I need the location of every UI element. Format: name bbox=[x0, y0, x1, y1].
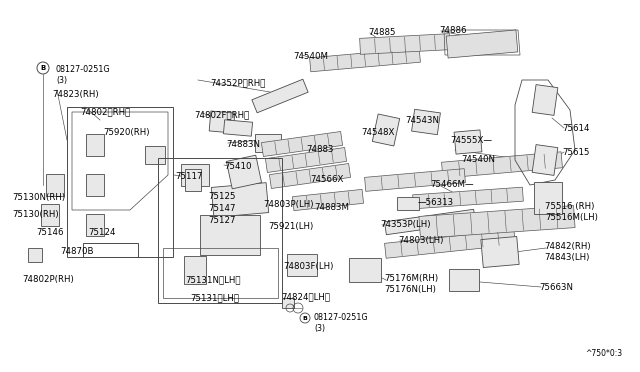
Text: 75130(RH): 75130(RH) bbox=[12, 210, 59, 219]
Bar bbox=[454, 130, 482, 154]
Bar bbox=[442, 152, 563, 178]
Bar bbox=[419, 206, 575, 238]
Bar bbox=[385, 230, 515, 258]
Bar bbox=[41, 204, 59, 226]
Bar bbox=[481, 237, 519, 267]
Bar bbox=[282, 298, 294, 308]
Text: 74353P(LH): 74353P(LH) bbox=[380, 220, 431, 229]
Text: 75146: 75146 bbox=[36, 228, 63, 237]
Text: 75663N: 75663N bbox=[539, 283, 573, 292]
Bar bbox=[255, 134, 281, 152]
Bar bbox=[360, 33, 451, 54]
Bar bbox=[534, 182, 562, 214]
Text: 74803(LH): 74803(LH) bbox=[398, 236, 444, 245]
Bar bbox=[184, 256, 206, 284]
Text: B: B bbox=[303, 315, 307, 321]
Text: 74885: 74885 bbox=[368, 28, 396, 37]
Text: 75921(LH): 75921(LH) bbox=[268, 222, 313, 231]
Bar bbox=[86, 134, 104, 156]
Text: 74540M: 74540M bbox=[293, 52, 328, 61]
Text: 74870B: 74870B bbox=[60, 247, 93, 256]
Bar bbox=[292, 189, 364, 211]
Bar bbox=[397, 196, 419, 209]
Text: 75614: 75614 bbox=[562, 124, 589, 133]
Bar bbox=[266, 148, 347, 173]
Text: 08127-0251G
(3): 08127-0251G (3) bbox=[56, 65, 111, 85]
Bar bbox=[287, 254, 317, 276]
Text: 74548X: 74548X bbox=[361, 128, 394, 137]
Text: 75125: 75125 bbox=[208, 192, 236, 201]
Bar bbox=[365, 169, 465, 191]
Text: 74802F〈RH〉: 74802F〈RH〉 bbox=[194, 110, 249, 119]
Bar bbox=[372, 114, 399, 146]
Text: 74802P(RH): 74802P(RH) bbox=[22, 275, 74, 284]
Text: 74543N: 74543N bbox=[405, 116, 439, 125]
Text: 74883: 74883 bbox=[306, 145, 333, 154]
Text: 74842(RH)
74843(LH): 74842(RH) 74843(LH) bbox=[544, 242, 591, 262]
Bar bbox=[349, 258, 381, 282]
Text: 74540N: 74540N bbox=[461, 155, 495, 164]
Text: 74886: 74886 bbox=[439, 26, 467, 35]
Text: 74802〈RH〉: 74802〈RH〉 bbox=[80, 107, 131, 116]
Text: 74883N: 74883N bbox=[226, 140, 260, 149]
Text: 75131N〈LH〉: 75131N〈LH〉 bbox=[185, 275, 241, 284]
Text: 08127-0251G
(3): 08127-0251G (3) bbox=[314, 313, 369, 333]
Text: 74824〈LH〉: 74824〈LH〉 bbox=[281, 292, 330, 301]
Text: 74883M: 74883M bbox=[314, 203, 349, 212]
Text: 74555X—: 74555X— bbox=[450, 136, 492, 145]
Bar bbox=[185, 169, 201, 191]
Bar bbox=[269, 164, 351, 189]
Bar bbox=[532, 145, 558, 175]
Bar bbox=[86, 174, 104, 196]
Bar bbox=[145, 146, 165, 164]
Text: 75131〈LH〉: 75131〈LH〉 bbox=[190, 293, 239, 302]
Bar bbox=[261, 131, 342, 157]
Text: 74803F(LH): 74803F(LH) bbox=[283, 262, 333, 271]
Bar bbox=[310, 48, 420, 72]
Text: ^750*0:3: ^750*0:3 bbox=[585, 349, 622, 358]
Bar bbox=[385, 209, 476, 235]
Text: 74566X: 74566X bbox=[310, 175, 344, 184]
Bar bbox=[446, 30, 518, 58]
Bar bbox=[227, 155, 262, 189]
Bar bbox=[86, 214, 104, 236]
Bar bbox=[449, 269, 479, 291]
Text: 75920(RH): 75920(RH) bbox=[103, 128, 150, 137]
Text: 75147: 75147 bbox=[208, 204, 236, 213]
Bar bbox=[209, 111, 235, 133]
Bar bbox=[181, 164, 209, 186]
Text: 74803P(LH): 74803P(LH) bbox=[263, 200, 314, 209]
Bar bbox=[83, 243, 138, 257]
Text: 75615: 75615 bbox=[562, 148, 589, 157]
Text: —56313: —56313 bbox=[418, 198, 454, 207]
Text: 74352P〈RH〉: 74352P〈RH〉 bbox=[210, 78, 266, 87]
Bar bbox=[223, 120, 253, 136]
Text: 75117: 75117 bbox=[175, 172, 202, 181]
Bar bbox=[200, 215, 260, 255]
Bar bbox=[252, 79, 308, 113]
Text: B: B bbox=[40, 65, 45, 71]
Text: 75124: 75124 bbox=[88, 228, 115, 237]
Bar bbox=[532, 84, 558, 115]
Text: 75466M—: 75466M— bbox=[430, 180, 474, 189]
Bar bbox=[46, 174, 64, 196]
Bar bbox=[211, 183, 269, 217]
Text: 75410: 75410 bbox=[224, 162, 252, 171]
Text: 75516 (RH)
75516M(LH): 75516 (RH) 75516M(LH) bbox=[545, 202, 598, 222]
Bar bbox=[412, 109, 440, 135]
Text: 74823(RH): 74823(RH) bbox=[52, 90, 99, 99]
Text: 75176M(RH)
75176N(LH): 75176M(RH) 75176N(LH) bbox=[384, 274, 438, 294]
Text: 75127: 75127 bbox=[208, 216, 236, 225]
Text: 75130N(RH): 75130N(RH) bbox=[12, 193, 65, 202]
Bar bbox=[413, 187, 524, 209]
Bar bbox=[28, 248, 42, 262]
